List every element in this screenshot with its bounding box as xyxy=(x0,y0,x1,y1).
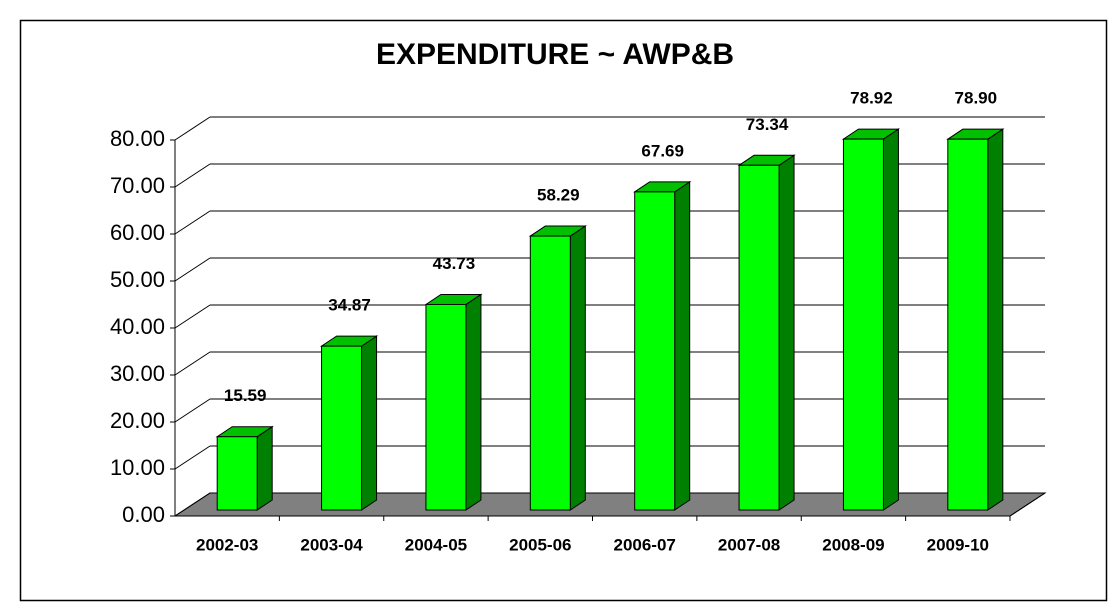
value-label: 67.69 xyxy=(641,141,684,160)
y-tick-label: 10.00 xyxy=(110,455,165,480)
grid-depth-line xyxy=(174,257,211,282)
x-tick-label: 2006-07 xyxy=(613,535,675,554)
chart-border xyxy=(19,19,1108,602)
y-tick-label: 50.00 xyxy=(110,267,165,292)
value-label: 78.92 xyxy=(850,89,893,108)
x-tick-label: 2004-05 xyxy=(405,535,467,554)
value-label: 34.87 xyxy=(328,296,371,315)
bar xyxy=(842,138,884,511)
grid-depth-line xyxy=(174,445,211,470)
bar xyxy=(321,345,363,511)
value-label: 73.34 xyxy=(746,115,789,134)
y-tick-label: 0.00 xyxy=(122,502,165,527)
bar-side xyxy=(256,425,273,511)
grid-depth-line xyxy=(174,304,211,329)
x-tick-label: 2008-09 xyxy=(822,535,884,554)
grid-depth-line xyxy=(174,351,211,376)
x-tick-label: 2007-08 xyxy=(718,535,780,554)
grid-depth-line xyxy=(174,210,211,235)
x-tick-label: 2002-03 xyxy=(196,535,258,554)
bar-side xyxy=(465,293,482,511)
grid-depth-line xyxy=(174,492,211,517)
bar-side xyxy=(882,128,899,511)
value-label: 58.29 xyxy=(537,186,580,205)
grid-depth-line xyxy=(174,163,211,188)
y-tick-label: 60.00 xyxy=(110,220,165,245)
bar xyxy=(947,138,989,511)
y-tick-label: 30.00 xyxy=(110,361,165,386)
bar-side xyxy=(361,335,378,511)
value-label: 78.90 xyxy=(955,89,998,108)
y-tick-label: 40.00 xyxy=(110,314,165,339)
x-tick-label: 2003-04 xyxy=(300,535,363,554)
x-tick-label: 2005-06 xyxy=(509,535,571,554)
y-tick-label: 70.00 xyxy=(110,173,165,198)
bar xyxy=(738,164,780,511)
value-label: 15.59 xyxy=(224,386,267,405)
floor xyxy=(173,492,1047,517)
grid-depth-line xyxy=(174,116,211,141)
y-tick-label: 20.00 xyxy=(110,408,165,433)
bar xyxy=(216,436,258,511)
bar-side xyxy=(569,225,586,511)
x-tick-label: 2009-10 xyxy=(927,535,989,554)
bar-side xyxy=(778,154,795,511)
grid-depth-line xyxy=(174,398,211,423)
y-tick-label: 80.00 xyxy=(110,126,165,151)
chart-title: EXPENDITURE ~ AWP&B xyxy=(376,38,734,71)
bar xyxy=(425,303,467,511)
bar xyxy=(529,235,571,511)
bar-side xyxy=(674,180,691,511)
bar xyxy=(634,191,676,511)
bar-side xyxy=(987,128,1004,511)
floor-right xyxy=(1009,492,1046,517)
value-label: 43.73 xyxy=(433,254,476,273)
